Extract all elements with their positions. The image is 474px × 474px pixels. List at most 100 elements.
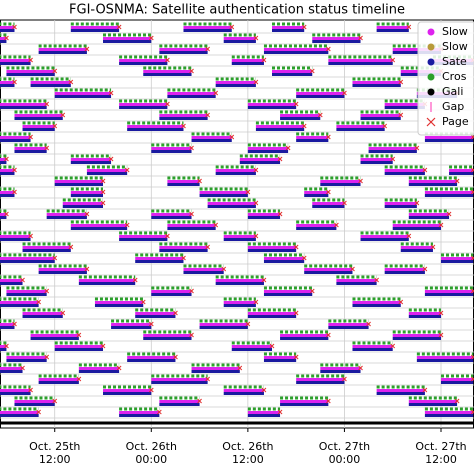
slow-mac <box>167 224 216 227</box>
segment <box>223 231 259 241</box>
slow-mac <box>78 367 120 370</box>
satellite <box>143 73 192 76</box>
satellite <box>30 337 79 340</box>
segment <box>408 209 452 219</box>
satellite <box>296 381 345 384</box>
satellite <box>0 29 15 32</box>
satellite <box>159 117 208 120</box>
segment <box>231 55 267 65</box>
slow-mac <box>215 81 256 84</box>
page-end <box>382 123 388 129</box>
segment <box>159 110 210 120</box>
slow-mac <box>14 400 55 403</box>
segment <box>0 407 41 417</box>
satellite <box>336 282 377 285</box>
page-end <box>422 387 428 393</box>
segment <box>384 264 428 274</box>
page-end <box>205 376 210 382</box>
satellite <box>119 106 168 109</box>
satellite <box>376 29 409 32</box>
segment <box>22 121 58 131</box>
segment <box>14 110 66 120</box>
slow-mac <box>94 301 144 304</box>
segment <box>0 77 17 87</box>
segment <box>0 22 17 32</box>
slow-mac <box>272 26 305 29</box>
segment <box>103 385 154 395</box>
page-end <box>60 112 66 118</box>
segment <box>70 22 122 32</box>
segment <box>263 253 307 263</box>
satellite <box>151 216 192 219</box>
page-end <box>28 57 33 63</box>
segment <box>247 209 283 219</box>
satellite <box>0 392 31 395</box>
legend-label: Sate <box>442 55 467 68</box>
page-end <box>301 123 307 129</box>
slow-mac <box>360 158 393 161</box>
segment <box>6 66 58 76</box>
segment <box>223 297 259 307</box>
satellite <box>255 128 305 131</box>
page-end <box>197 178 202 184</box>
page-end <box>398 79 404 85</box>
satellite <box>199 326 248 329</box>
page-end <box>181 123 186 129</box>
segment <box>408 308 444 318</box>
segment <box>14 396 58 406</box>
satellite <box>78 370 120 373</box>
segment <box>0 33 9 43</box>
slow-mac <box>408 400 458 403</box>
satellite <box>384 271 425 274</box>
segment <box>151 209 194 219</box>
satellite <box>159 51 208 54</box>
page-end <box>261 387 267 393</box>
satellite <box>151 293 192 296</box>
slow-mac <box>54 345 104 348</box>
slow-mac <box>151 147 192 150</box>
segment <box>368 143 420 153</box>
page-end <box>100 200 106 206</box>
slow-mac <box>312 37 361 40</box>
satellite <box>94 304 144 307</box>
slow-mac <box>14 114 63 117</box>
slow-mac <box>183 268 224 271</box>
slow-mac <box>312 202 345 205</box>
page-end <box>132 277 138 283</box>
slow-mac <box>0 367 23 370</box>
legend-label: Slow <box>442 40 468 53</box>
segment <box>0 165 17 175</box>
satellite <box>0 194 15 197</box>
page-end <box>205 112 210 118</box>
segment <box>360 154 396 164</box>
page-end <box>213 222 219 228</box>
segment <box>14 143 50 153</box>
satellite <box>384 205 417 208</box>
page-end <box>28 134 33 140</box>
satellite <box>119 238 168 241</box>
segment <box>183 264 227 274</box>
segment <box>0 385 33 395</box>
page-end <box>189 68 194 74</box>
segment <box>280 330 331 340</box>
segment <box>207 198 259 208</box>
slow-mac <box>384 268 425 271</box>
satellite <box>441 260 474 263</box>
segment <box>46 209 90 219</box>
satellite <box>151 150 192 153</box>
slow-mac <box>103 37 152 40</box>
page-end <box>156 409 162 415</box>
slow-mac <box>392 48 442 51</box>
page-end <box>334 222 339 228</box>
satellite <box>6 73 55 76</box>
slow-mac <box>22 312 63 315</box>
slow-mac <box>0 169 15 172</box>
satellite <box>376 392 425 395</box>
page-end <box>253 167 259 173</box>
slow-mac <box>424 411 474 414</box>
legend-label: Cros <box>442 70 467 83</box>
satellite <box>159 249 208 252</box>
segment <box>400 242 436 252</box>
slow-mac <box>320 180 361 183</box>
satellite <box>0 414 39 417</box>
